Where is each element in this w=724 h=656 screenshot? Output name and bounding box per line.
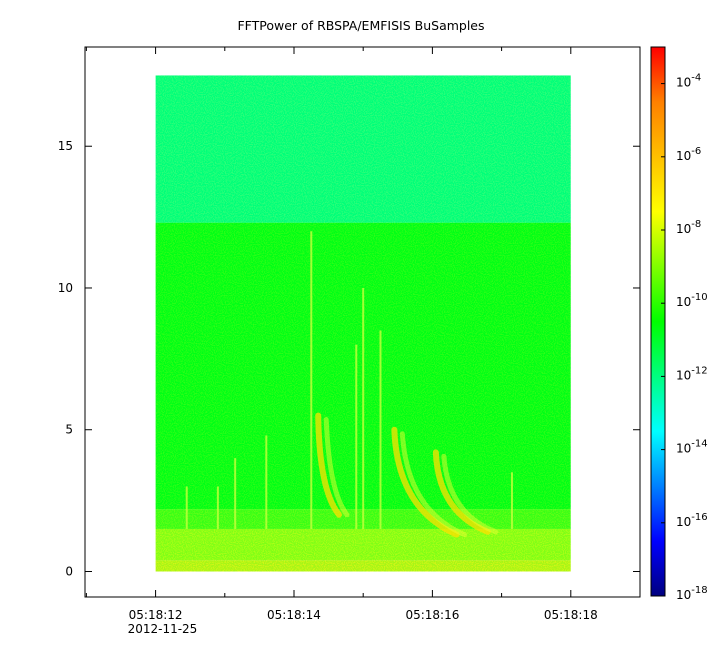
x-tick-label: 05:18:12 <box>129 608 183 622</box>
x-tick-label: 05:18:16 <box>405 608 459 622</box>
colorbar <box>650 46 666 597</box>
chorus-element-halo <box>399 431 468 538</box>
x-tick-label: 05:18:14 <box>267 608 321 622</box>
chorus-element <box>315 412 342 518</box>
plot-frame <box>84 46 641 598</box>
spectrogram-features <box>185 231 513 538</box>
colorbar-tick-label: 10-18 <box>676 585 708 602</box>
y-tick-label: 5 <box>65 423 73 437</box>
y-axis: 0 5 10 15 <box>58 139 640 578</box>
chorus-element-halo <box>441 453 499 535</box>
chorus-element <box>391 426 460 538</box>
chorus-element-halo <box>323 417 350 518</box>
y-tick-label: 15 <box>58 139 73 153</box>
colorbar-tick-label: 10-16 <box>676 512 708 529</box>
colorbar-axis: 10-4 10-6 10-8 10-10 10-12 10-14 10-16 10-18 <box>661 73 708 602</box>
y-tick-label: 10 <box>58 281 73 295</box>
x-tick-date-label: 2012-11-25 <box>128 622 198 636</box>
colorbar-tick-label: 10-10 <box>676 292 708 309</box>
colorbar-tick-label: 10-6 <box>676 146 701 163</box>
y-tick-label: 0 <box>65 564 73 578</box>
chart-title: FFTPower of RBSPA/EMFISIS BuSamples <box>237 18 484 33</box>
colorbar-tick-label: 10-14 <box>676 439 708 456</box>
colorbar-tick-label: 10-8 <box>676 219 701 236</box>
chorus-element <box>432 449 491 535</box>
x-tick-label: 05:18:18 <box>544 608 598 622</box>
colorbar-tick-label: 10-12 <box>676 365 708 382</box>
colorbar-tick-label: 10-4 <box>676 73 701 90</box>
